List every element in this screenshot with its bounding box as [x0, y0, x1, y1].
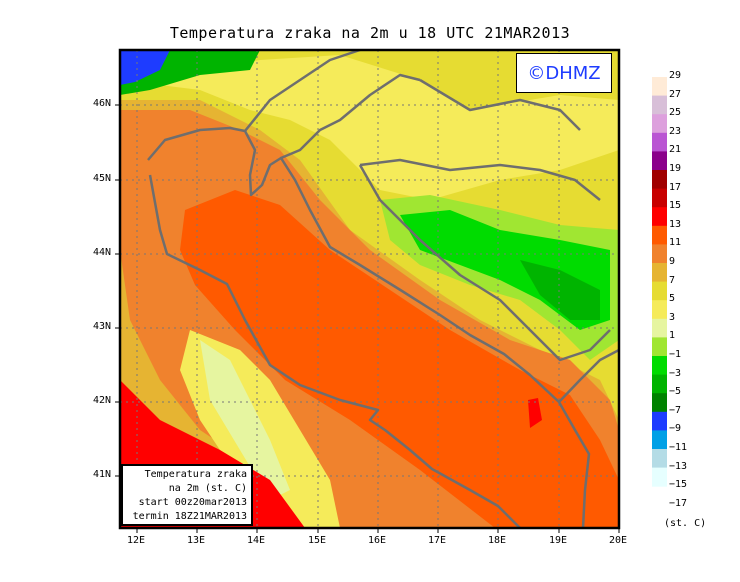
legend-swatch: [652, 467, 667, 487]
legend-swatch: [652, 356, 667, 376]
lon-label: 19E: [549, 535, 568, 546]
legend-label: 13: [669, 218, 682, 230]
lon-label: 16E: [368, 535, 387, 546]
map-frame: [118, 48, 621, 530]
legend-label: −15: [669, 479, 688, 491]
legend-label: −17: [669, 497, 688, 509]
legend-label: 3: [669, 311, 676, 323]
legend-label: −7: [669, 404, 682, 416]
dark-green-zone: [520, 260, 600, 320]
legend-label: −3: [669, 367, 682, 379]
legend-label: 15: [669, 200, 682, 212]
legend-swatch: [652, 77, 667, 97]
legend-swatch: [652, 337, 667, 357]
info-line: Temperatura zraka: [144, 469, 247, 480]
info-line: na 2m (st. C): [168, 483, 247, 494]
lon-label: 13E: [187, 535, 206, 546]
legend-swatch: [652, 318, 667, 338]
legend-label: 29: [669, 70, 682, 81]
legend-swatch: [652, 225, 667, 245]
legend-unit: (st. C): [664, 518, 707, 529]
legend-label: −1: [669, 349, 682, 360]
legend-swatch: [652, 374, 667, 394]
legend-swatch: [652, 188, 667, 208]
legend-swatch: [652, 207, 667, 227]
lon-label: 18E: [488, 535, 507, 546]
axis-ticks: [115, 104, 620, 533]
legend-swatch: [652, 281, 667, 301]
legend-label: −13: [669, 460, 688, 472]
light-yellow-zone: [120, 55, 619, 200]
blue-cold-zone: [120, 50, 170, 85]
info-line: termin 18Z21MAR2013: [132, 511, 247, 522]
legend-label: −11: [669, 442, 688, 453]
legend-swatch: [652, 244, 667, 264]
lon-label: 14E: [247, 535, 266, 546]
lat-label: 46N: [93, 98, 112, 109]
legend-label: 17: [669, 181, 682, 193]
legend-swatch: [652, 132, 667, 152]
legend-label: −9: [669, 423, 682, 435]
legend-swatch: [652, 430, 667, 450]
legend-label: −5: [669, 386, 682, 398]
lat-label: 42N: [93, 395, 112, 406]
legend-label: 1: [669, 330, 676, 342]
lat-label: 45N: [93, 173, 112, 184]
legend-label: 7: [669, 274, 676, 286]
lon-label: 15E: [308, 535, 327, 546]
legend-swatch: [652, 170, 667, 190]
legend-label: 11: [669, 237, 682, 249]
legend-swatch: [652, 393, 667, 413]
legend-swatch: [652, 95, 667, 115]
lat-label: 43N: [93, 321, 112, 332]
lat-label: 44N: [93, 247, 112, 258]
legend-label: 9: [669, 256, 676, 267]
legend-swatch: [652, 449, 667, 469]
legend-label: 25: [669, 107, 682, 119]
legend-swatch: [652, 114, 667, 134]
legend-swatch: [652, 411, 667, 431]
info-box: Temperatura zraka na 2m (st. C) start 00…: [121, 464, 253, 526]
legend-color-bar: [652, 77, 667, 487]
legend-swatch: [652, 263, 667, 283]
legend-label: 21: [669, 144, 682, 156]
legend-label: 5: [669, 293, 676, 305]
legend-swatch: [652, 300, 667, 320]
lon-label: 12E: [127, 535, 146, 546]
legend-label: 27: [669, 88, 682, 100]
info-line: start 00z20mar2013: [138, 497, 247, 508]
dhmz-watermark: ©DHMZ: [516, 53, 612, 93]
adriatic-warm-sea: [180, 190, 619, 528]
pale-coastal-italy: [200, 340, 290, 500]
legend-swatch: [652, 151, 667, 171]
lat-label: 41N: [93, 469, 112, 480]
coastlines-and-borders: [147, 50, 619, 528]
legend-label: 23: [669, 125, 682, 137]
lon-label: 17E: [428, 535, 447, 546]
legend-label: 19: [669, 163, 682, 174]
lon-label: 20E: [609, 535, 628, 546]
red-warm-spot-sea: [528, 398, 542, 428]
map-title: Temperatura zraka na 2m u 18 UTC 21MAR20…: [169, 24, 571, 42]
